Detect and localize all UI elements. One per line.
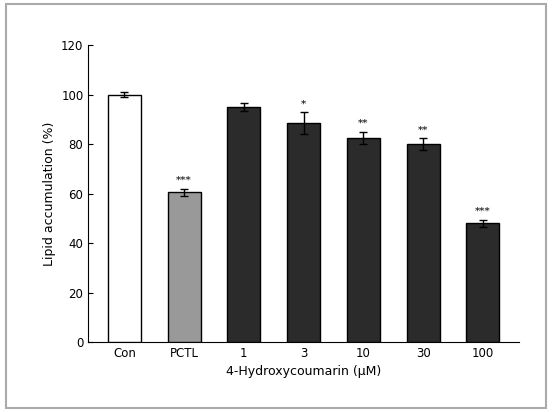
Bar — [407, 144, 439, 342]
Text: **: ** — [358, 119, 369, 128]
Bar — [168, 192, 200, 342]
Text: ***: *** — [475, 207, 491, 216]
FancyBboxPatch shape — [6, 4, 546, 408]
Text: *: * — [301, 99, 306, 108]
Bar — [108, 95, 141, 342]
Text: ***: *** — [176, 176, 192, 185]
Text: **: ** — [418, 125, 428, 134]
Y-axis label: Lipid accumulation (%): Lipid accumulation (%) — [43, 122, 56, 266]
X-axis label: 4-Hydroxycoumarin (μM): 4-Hydroxycoumarin (μM) — [226, 365, 381, 378]
Bar — [466, 223, 500, 342]
Bar — [287, 123, 320, 342]
Bar — [347, 138, 380, 342]
Bar — [227, 107, 261, 342]
